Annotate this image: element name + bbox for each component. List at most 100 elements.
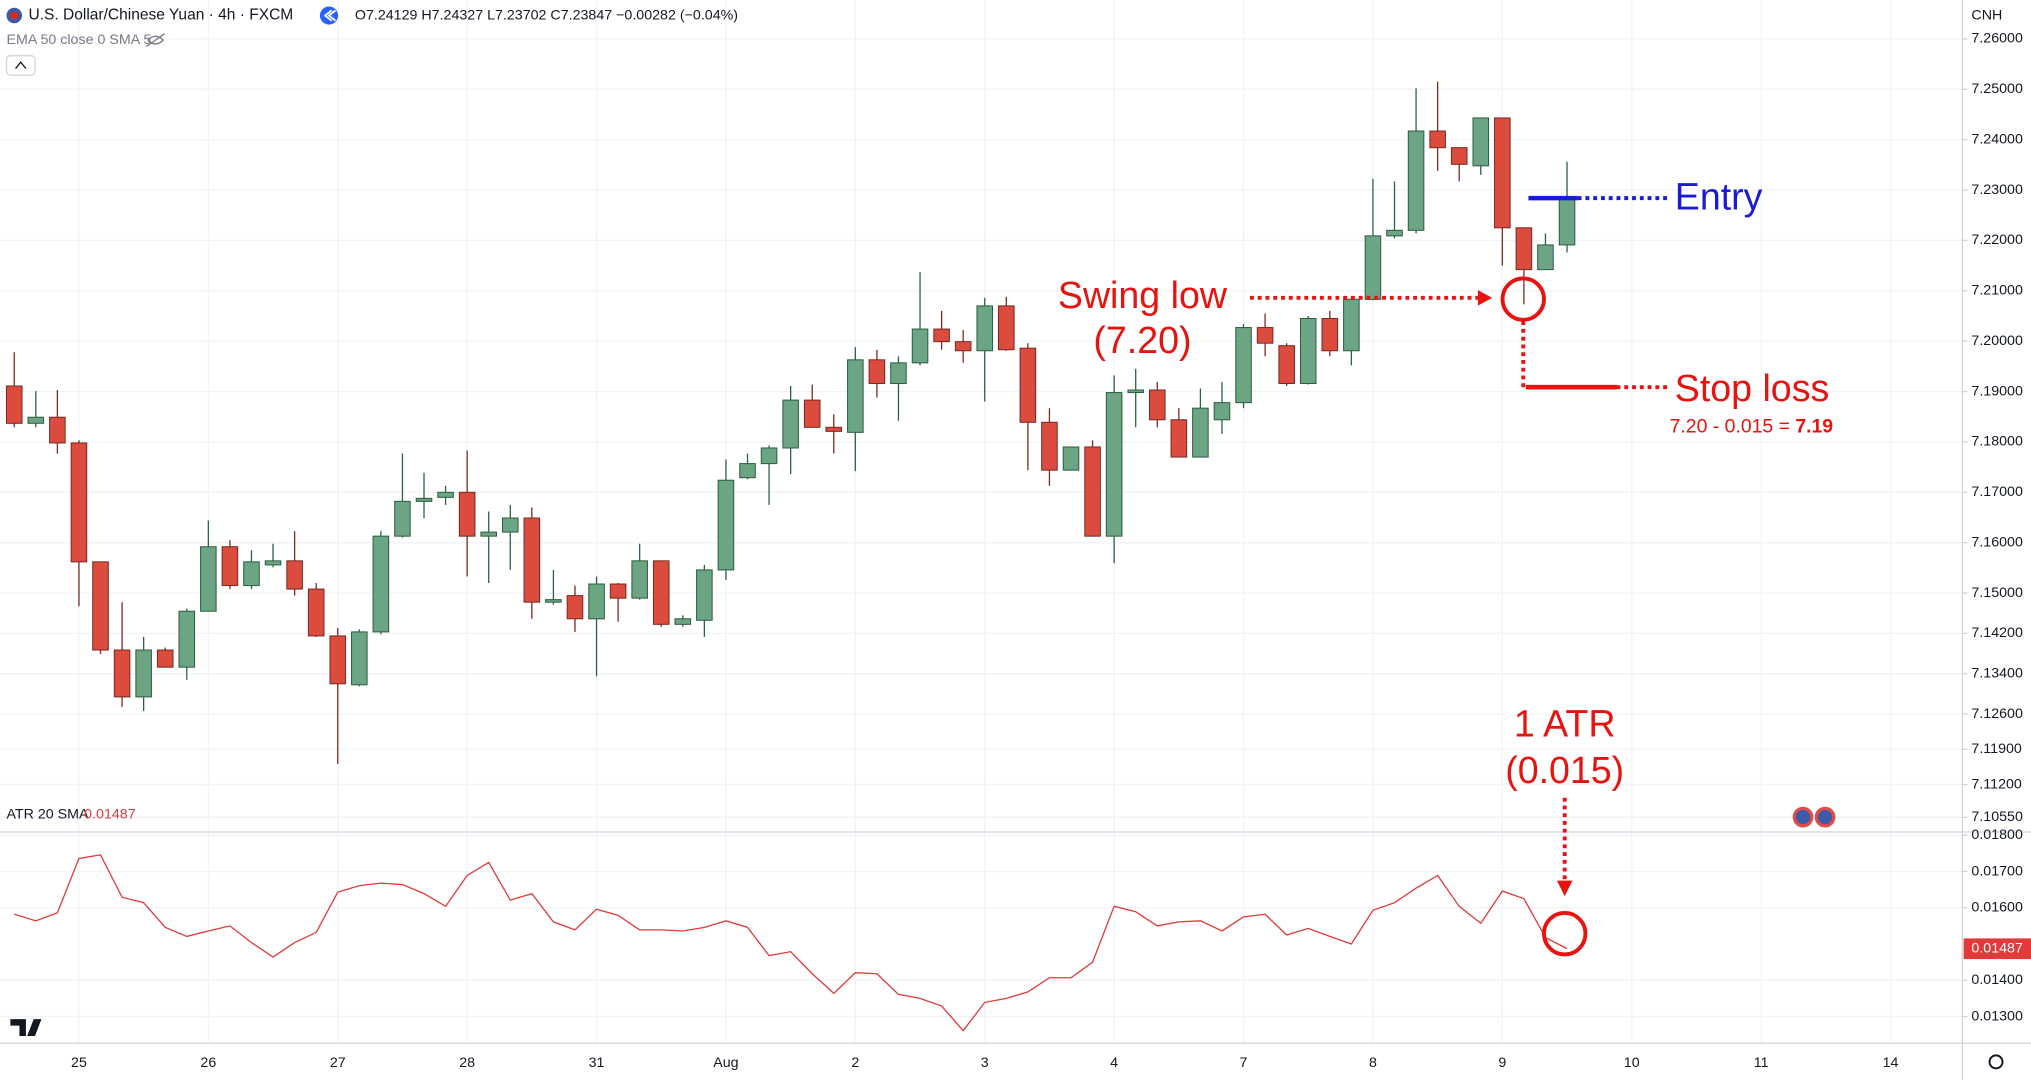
y-tick-label: 0.01800 [1971, 827, 2023, 843]
candle-body [501, 517, 519, 533]
candle-body [1386, 229, 1403, 237]
x-tick-label: 27 [330, 1055, 346, 1071]
y-tick-label: 7.21000 [1971, 283, 2023, 299]
y-tick-label: 7.19000 [1971, 383, 2023, 399]
candle-body [1407, 130, 1425, 231]
y-tick-label: 7.11900 [1971, 741, 2021, 757]
candle-body [1019, 347, 1037, 423]
x-tick-label: 14 [1883, 1055, 1899, 1071]
candle-body [782, 399, 799, 449]
candle-body [1494, 117, 1511, 229]
candle-body [609, 583, 627, 599]
candle-body [135, 649, 152, 698]
x-tick-label: 10 [1624, 1055, 1640, 1071]
flag-icon [10, 11, 19, 20]
candle-body [1537, 244, 1554, 271]
replay-icon [323, 9, 337, 22]
stop-calc: 7.20 - 0.015 = 7.19 [1670, 415, 1834, 437]
x-tick-label: 4 [1110, 1055, 1118, 1071]
axes: 25 26 27 28 31 Aug 2 3 4 7 8 9 10 11 14 7.26000 7.25000 7… [71, 31, 2031, 1071]
y-tick-label: 7.17000 [1971, 484, 2023, 500]
candle-body [415, 497, 433, 502]
settings-icon[interactable] [1988, 1054, 2004, 1070]
candle-body [545, 599, 562, 603]
candle-body [717, 479, 735, 571]
y-tick-label: 7.13400 [1971, 665, 2023, 681]
y-tick-label: 7.12600 [1971, 706, 2023, 722]
candle-body [933, 328, 950, 343]
y-tick-label: 7.25000 [1971, 81, 2023, 97]
y-tick-label: 7.18000 [1971, 434, 2023, 450]
atr-circle [1542, 911, 1588, 957]
candle-body [372, 535, 390, 633]
x-tick-label: 25 [71, 1055, 87, 1071]
indicator-label: EMA 50 close 0 SMA 5 [6, 32, 151, 48]
y-tick-label: 7.15000 [1971, 585, 2023, 601]
candle-body [1041, 421, 1058, 471]
candle-body [1472, 117, 1490, 167]
swing-low-label: Swing low [1058, 274, 1228, 316]
y-tick-label: 0.01400 [1971, 972, 2023, 988]
y-tick-label: 7.16000 [1971, 534, 2023, 550]
candle-body [1148, 389, 1166, 421]
candle-body [825, 426, 843, 432]
candle-body [890, 362, 907, 385]
arrow-head [1556, 880, 1573, 897]
candle-body [178, 610, 196, 668]
candle-body [243, 561, 260, 587]
y-tick-label: 7.11200 [1971, 776, 2021, 792]
candle-body [652, 560, 670, 625]
candle-body [1429, 130, 1446, 149]
candle-body [264, 560, 282, 566]
arrow-head [1477, 290, 1493, 306]
candle-body [200, 546, 217, 612]
candle-body [847, 359, 864, 433]
y-tick-label: 7.22000 [1971, 232, 2023, 248]
candle-body [329, 635, 347, 685]
x-tick-label: 7 [1240, 1055, 1248, 1071]
candle-body [1105, 392, 1123, 537]
candle-body [5, 385, 23, 424]
candle-body [1515, 227, 1533, 271]
y-tick-label: 7.14200 [1971, 625, 2023, 641]
x-tick-label: 11 [1754, 1055, 1769, 1071]
currency-label: CNH [1971, 7, 2002, 23]
y-tick-label: 0.01300 [1971, 1008, 2023, 1024]
x-tick-label: 28 [459, 1055, 475, 1071]
candle-body [523, 517, 541, 603]
candle-body [566, 595, 584, 620]
candle-body [1364, 235, 1382, 300]
candle-body [868, 359, 886, 385]
candle-body [1321, 317, 1339, 352]
candle-body [92, 561, 109, 651]
y-tick-label: 0.01600 [1971, 900, 2023, 916]
candle-body [156, 649, 174, 668]
x-tick-label: 3 [981, 1055, 989, 1071]
candle-body [1235, 327, 1252, 404]
x-tick-label: Aug [713, 1055, 738, 1071]
event-icon [1795, 810, 1811, 825]
stop-loss-label: Stop loss [1675, 367, 1829, 409]
y-tick-label: 7.10550 [1971, 809, 2023, 825]
y-tick-label: 7.24000 [1971, 131, 2023, 147]
candle-body [221, 546, 239, 587]
candle-body [1192, 407, 1209, 458]
candle-body [1127, 389, 1144, 394]
candle-body [113, 649, 131, 698]
collapse-button[interactable] [5, 55, 36, 76]
candle-body [351, 631, 368, 686]
x-tick-label: 2 [851, 1055, 859, 1071]
visibility-icon[interactable] [145, 33, 165, 48]
candle-body [911, 328, 929, 364]
ohlc-values: O7.24129 H7.24327 L7.23702 C7.23847 −0.0… [355, 7, 738, 23]
candle-body [1343, 298, 1360, 352]
x-tick-label: 31 [589, 1055, 605, 1071]
collapse-icon [15, 61, 27, 70]
stop-calc-formula: 7.20 - 0.015 = [1670, 415, 1796, 437]
plot [5, 81, 1576, 1032]
swing-low-circle [1500, 276, 1546, 322]
atr-legend-value: 0.01487 [84, 806, 136, 822]
candle-body [1084, 446, 1101, 537]
